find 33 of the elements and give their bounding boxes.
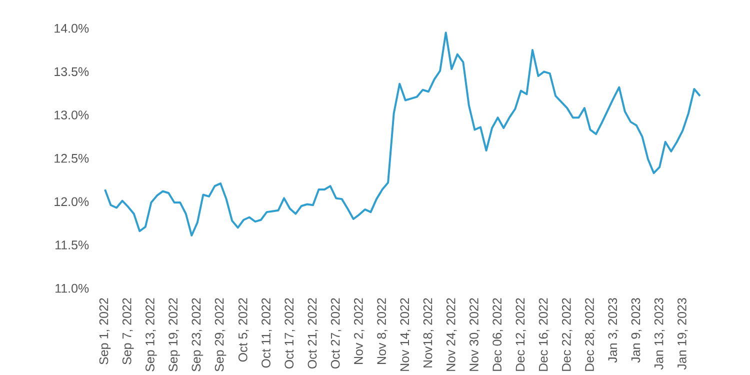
x-tick-label: Nov18, 2022	[423, 298, 434, 368]
y-tick-label: 11.0%	[56, 284, 89, 293]
x-tick-label: Nov 2, 2022	[354, 298, 364, 364]
x-tick-label: Sep 19, 2022	[168, 298, 180, 372]
y-tick-label: 13.0%	[54, 110, 89, 120]
x-tick-label: Sep 13, 2022	[146, 298, 157, 372]
y-tick-label: 14.0%	[54, 24, 89, 33]
x-tick-label: Nov 24, 2022	[446, 298, 457, 371]
x-tick-label: Oct 11, 2022	[262, 298, 272, 368]
x-tick-label: Dec 16, 2022	[538, 298, 550, 371]
y-tick-label: 12.0%	[54, 197, 89, 206]
x-tick-label: Oct 21, 2022	[308, 298, 318, 369]
y-tick-label: 12.5%	[54, 154, 89, 163]
x-tick-label: Sep 7, 2022	[122, 298, 134, 364]
x-tick-label: Nov 30, 2022	[470, 298, 480, 371]
x-tick-label: Dec 28, 2022	[585, 298, 596, 371]
x-tick-label: Sep 29, 2022	[214, 298, 226, 372]
x-tick-label: Oct 27, 2022	[330, 298, 342, 369]
x-tick-label: Oct 5, 2022	[238, 298, 249, 362]
y-tick-label: 11.5%	[56, 240, 89, 250]
x-tick-label: Jan 13, 2023	[654, 298, 665, 370]
x-tick-label: Dec 06, 2022	[492, 298, 503, 371]
x-tick-label: Nov 8, 2022	[377, 298, 388, 364]
x-tick-label: Jan 19, 2023	[678, 298, 688, 370]
y-tick-label: 13.5%	[54, 67, 89, 76]
x-tick-label: Jan 9, 2023	[631, 298, 642, 363]
x-tick-label: Nov 14, 2022	[400, 298, 411, 371]
x-tick-label: Dec 22, 2022	[562, 298, 572, 371]
x-tick-label: Sep 23, 2022	[192, 298, 204, 372]
x-tick-label: Dec 12, 2022	[516, 298, 526, 371]
x-tick-label: Sep 1, 2022	[99, 298, 111, 364]
x-tick-label: Jan 3, 2023	[608, 298, 619, 363]
x-tick-label: Oct 17, 2022	[284, 298, 296, 369]
